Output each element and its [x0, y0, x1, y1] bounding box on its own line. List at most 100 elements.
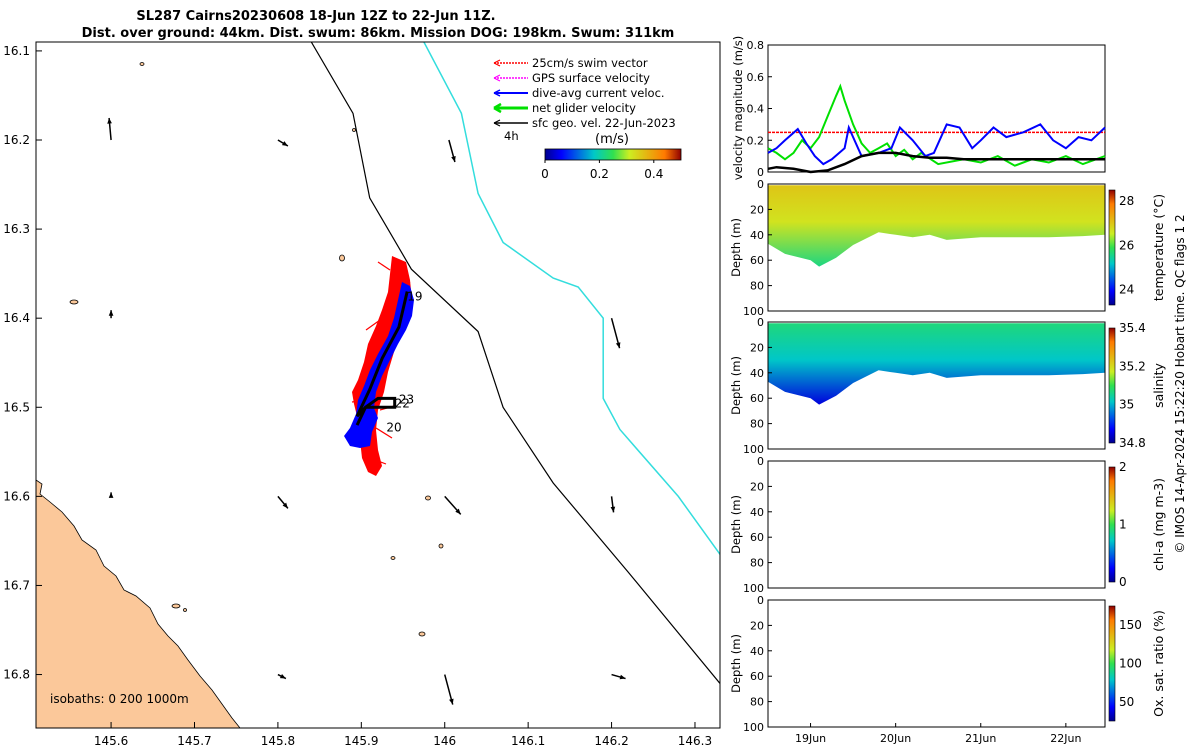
section-colorbar-tick-label: 35 [1119, 398, 1134, 412]
section-colorbar [1108, 327, 1116, 444]
section-frame [767, 321, 1106, 450]
legend-net-label: net glider velocity [532, 101, 636, 115]
section-panel: 0 20 40 60 80 100 Depth (m) 0 1 2 chl-a (mg m-3) [729, 455, 1166, 595]
section-panel: 0 20 40 60 80 100 Depth (m) 34.8 35 35.2 35.4 salin… [729, 316, 1166, 456]
section-colorbar-tick-label: 1 [1119, 518, 1127, 532]
section-y-tick-label: 40 [750, 645, 764, 658]
map-y-tick-label: 16.4 [3, 311, 30, 325]
velocity-y-tick-label: 0.2 [747, 134, 765, 147]
sfc-geo-arrows [107, 117, 626, 705]
section-y-tick-label: 20 [750, 203, 764, 216]
island [390, 556, 396, 560]
velocity-y-tick-label: 0 [757, 166, 764, 179]
geo-arrow [444, 495, 462, 515]
velocity-y-tick-label: 0.6 [747, 71, 765, 84]
speed-colorbar [544, 148, 682, 161]
time-label: 4h [504, 129, 519, 143]
glider-track [355, 291, 409, 426]
geo-arrow [610, 317, 621, 349]
section-frame [767, 183, 1106, 312]
legend-gps-label: GPS surface velocity [532, 71, 650, 85]
section-colorbar [1108, 605, 1116, 722]
geo-arrow [107, 117, 112, 141]
map-x-tick-label: 145.9 [344, 734, 378, 748]
section-colorbar-tick-label: 26 [1119, 238, 1134, 252]
isobath-1000m [423, 42, 720, 555]
section-y-tick-label: 60 [750, 531, 764, 544]
section-y-tick-label: 60 [750, 670, 764, 683]
section-x-tick-label: 20Jun [880, 732, 911, 745]
section-y-tick-label: 20 [750, 480, 764, 493]
day-label: 20 [386, 420, 401, 434]
section-y-tick-label: 0 [757, 594, 764, 607]
colorbar-tick-label: 0.4 [644, 167, 663, 181]
section-ylabel: Depth (m) [729, 218, 743, 277]
legend-swim-label: 25cm/s swim vector [532, 56, 648, 70]
colorbar-tick-label: 0.2 [590, 167, 609, 181]
map-y-tick-label: 16.3 [3, 222, 30, 236]
section-colorbar-label: salinity [1151, 362, 1166, 407]
velocity-series-line [767, 151, 1105, 174]
map-x-tick-label: 145.6 [94, 734, 128, 748]
section-axes-bg [768, 461, 1105, 588]
isobath-200m [310, 42, 720, 684]
section-colorbar-label: Ox. sat. ratio (%) [1151, 610, 1166, 717]
island [438, 543, 444, 549]
section-colorbar-tick-label: 24 [1119, 283, 1134, 297]
section-y-tick-label: 80 [750, 280, 764, 293]
geo-arrow [108, 310, 114, 319]
section-y-tick-label: 60 [750, 254, 764, 267]
section-colorbar [1108, 466, 1116, 583]
section-y-tick-label: 80 [750, 418, 764, 431]
island [425, 495, 431, 501]
section-data [768, 323, 1105, 405]
map-y-tick-label: 16.2 [3, 133, 30, 147]
section-ylabel: Depth (m) [729, 495, 743, 554]
section-y-tick-label: 0 [757, 455, 764, 468]
map-x-tick-label: 146.3 [678, 734, 712, 748]
map-y-tick-label: 16.6 [3, 489, 30, 503]
land [36, 479, 241, 728]
section-y-tick-label: 80 [750, 696, 764, 709]
day-label: 23 [399, 393, 414, 407]
island [418, 631, 426, 637]
velocity-y-ticks: 0 0.2 0.4 0.6 0.8 [747, 39, 772, 179]
island [139, 62, 145, 66]
section-colorbar-tick-label: 0 [1119, 575, 1127, 589]
geo-arrow [448, 139, 456, 163]
section-colorbar-tick-label: 2 [1119, 460, 1127, 474]
speed-colorbar-ticks: 0 0.2 0.4 [541, 160, 663, 181]
section-data [768, 185, 1105, 267]
swim-vector [375, 427, 393, 439]
section-colorbar-tick-label: 100 [1119, 657, 1142, 671]
map-x-tick-label: 145.8 [261, 734, 295, 748]
section-colorbar-tick-label: 35.2 [1119, 359, 1146, 373]
section-x-tick-label: 19Jun [795, 732, 826, 745]
section-y-tick-label: 100 [743, 582, 764, 595]
map-x-ticks: 145.6 145.7 145.8 145.9 146 146.1 146.2 146.3 [94, 722, 712, 748]
section-y-tick-label: 0 [757, 178, 764, 191]
day-label: 22 [395, 396, 410, 410]
legend-geo-label: sfc geo. vel. 22-Jun-2023 [532, 116, 676, 130]
section-colorbar-tick-label: 150 [1119, 618, 1142, 632]
section-colorbar-label: chl-a (mg m-3) [1151, 478, 1166, 571]
section-y-tick-label: 20 [750, 341, 764, 354]
velocity-y-tick-label: 0.8 [747, 39, 765, 52]
swim-vector [377, 261, 391, 271]
map-y-tick-label: 16.7 [3, 578, 30, 592]
geo-arrow [611, 673, 626, 680]
section-y-tick-label: 40 [750, 506, 764, 519]
section-ylabel: Depth (m) [729, 356, 743, 415]
section-y-tick-label: 80 [750, 557, 764, 570]
island [352, 128, 356, 132]
geo-arrow [277, 495, 289, 509]
section-colorbar-tick-label: 50 [1119, 695, 1134, 709]
geo-arrow [444, 674, 454, 705]
geo-arrow [277, 673, 287, 680]
section-axes-bg [768, 600, 1105, 727]
island [171, 603, 181, 609]
